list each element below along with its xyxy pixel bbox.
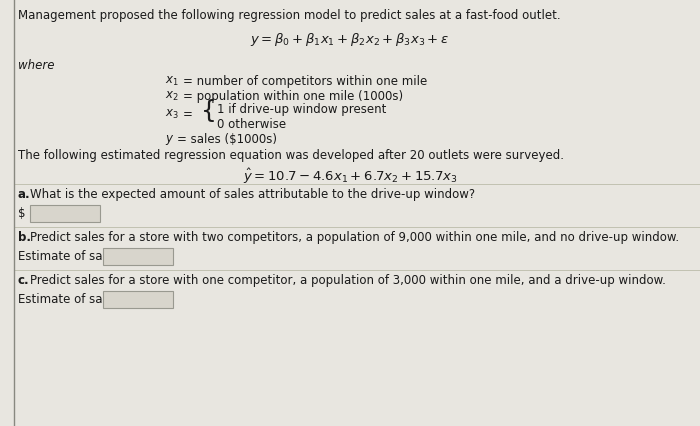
Text: Estimate of sales = $: Estimate of sales = $ xyxy=(18,292,144,305)
Text: Predict sales for a store with one competitor, a population of 3,000 within one : Predict sales for a store with one compe… xyxy=(30,273,666,286)
FancyBboxPatch shape xyxy=(103,291,173,308)
Text: $x_2$: $x_2$ xyxy=(165,90,178,103)
Text: where: where xyxy=(18,59,55,72)
Text: What is the expected amount of sales attributable to the drive-up window?: What is the expected amount of sales att… xyxy=(30,187,475,201)
FancyBboxPatch shape xyxy=(103,248,173,265)
Text: $\hat{y} = 10.7 - 4.6x_1 + 6.7x_2 + 15.7x_3$: $\hat{y} = 10.7 - 4.6x_1 + 6.7x_2 + 15.7… xyxy=(243,167,457,186)
Text: b.: b. xyxy=(18,230,31,243)
Text: Predict sales for a store with two competitors, a population of 9,000 within one: Predict sales for a store with two compe… xyxy=(30,230,679,243)
FancyBboxPatch shape xyxy=(30,205,100,222)
Text: $: $ xyxy=(18,207,25,219)
Text: a.: a. xyxy=(18,187,31,201)
Text: = number of competitors within one mile: = number of competitors within one mile xyxy=(183,75,427,88)
Text: =: = xyxy=(183,108,193,121)
Text: $y$: $y$ xyxy=(165,132,174,147)
Text: The following estimated regression equation was developed after 20 outlets were : The following estimated regression equat… xyxy=(18,149,564,161)
Text: 0 otherwise: 0 otherwise xyxy=(217,118,286,131)
Text: Estimate of sales = $: Estimate of sales = $ xyxy=(18,249,144,262)
Text: $x_1$: $x_1$ xyxy=(165,75,178,88)
Text: = sales ($1000s): = sales ($1000s) xyxy=(177,132,277,146)
Text: $x_3$: $x_3$ xyxy=(165,108,178,121)
Text: c.: c. xyxy=(18,273,29,286)
Text: = population within one mile (1000s): = population within one mile (1000s) xyxy=(183,90,403,103)
Text: Management proposed the following regression model to predict sales at a fast-fo: Management proposed the following regres… xyxy=(18,9,561,22)
Text: $y = \beta_0 + \beta_1 x_1 + \beta_2 x_2 + \beta_3 x_3 + \epsilon$: $y = \beta_0 + \beta_1 x_1 + \beta_2 x_2… xyxy=(251,31,449,48)
Text: {: { xyxy=(201,99,217,123)
Text: 1 if drive-up window present: 1 if drive-up window present xyxy=(217,103,386,116)
